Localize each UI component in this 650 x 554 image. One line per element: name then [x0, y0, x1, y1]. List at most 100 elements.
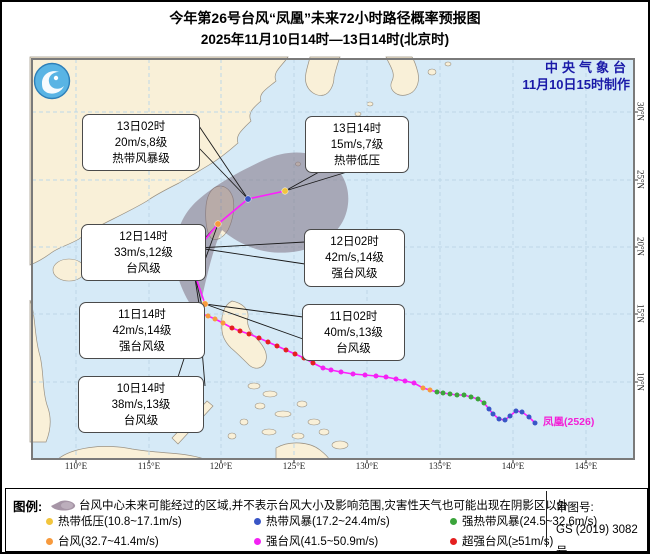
map-frame — [31, 58, 635, 460]
legend-panel: 图例: 台风中心未来可能经过的区域,并不表示台风大小及影响范围,灾害性天气也可能… — [5, 488, 648, 552]
land-korea — [305, 56, 341, 96]
island — [427, 68, 437, 76]
island — [291, 432, 305, 440]
track-point-past — [301, 355, 307, 361]
land-japan-kyushu — [385, 56, 419, 96]
legend-dot-icon — [46, 517, 53, 525]
track-point-past — [496, 416, 502, 422]
island — [331, 440, 349, 450]
legend-item-label: 热带低压(10.8~17.1m/s) — [58, 516, 182, 528]
track-point-past — [229, 325, 235, 331]
track-point-past — [440, 390, 446, 396]
legend-item-label: 台风(32.7~41.4m/s) — [58, 536, 159, 548]
track-point-past — [475, 396, 481, 402]
track-point-past — [393, 376, 399, 382]
island — [318, 141, 326, 147]
island — [274, 410, 292, 418]
island — [307, 418, 321, 426]
track-point-past — [350, 371, 356, 377]
island — [342, 121, 350, 127]
callout-leader-line — [198, 125, 249, 200]
storm-name-label: 凤凰(2526) — [543, 416, 595, 428]
cone-legend-note: 台风中心未来可能经过的区域,并不表示台风大小及影响范围,灾害性天气也可能出现在阴… — [79, 500, 569, 512]
legend-item: 台风(32.7~41.4m/s) — [46, 533, 159, 549]
track-point-past — [513, 408, 519, 414]
island — [247, 382, 261, 390]
track-point-past — [461, 392, 467, 398]
track-point-past — [283, 347, 289, 353]
land-borneo — [56, 446, 205, 460]
island — [254, 402, 266, 410]
track-point-past — [274, 343, 280, 349]
track-point-forecast — [214, 220, 222, 228]
track-point-past — [320, 365, 326, 371]
track-point-past — [383, 374, 389, 380]
track-point-past — [292, 351, 298, 357]
track-point-past — [519, 409, 525, 415]
island — [366, 101, 374, 107]
track-point-past — [502, 417, 508, 423]
island — [239, 418, 249, 426]
legend-item-label: 超强台风(≥51m/s) — [462, 536, 554, 548]
track-point-past — [362, 372, 368, 378]
track-point-forecast — [190, 268, 198, 276]
legend-dot-icon — [450, 517, 457, 525]
track-point-past — [486, 406, 492, 412]
island — [227, 432, 237, 440]
island — [296, 400, 308, 408]
track-point-past — [328, 367, 334, 373]
legend-dot-icon — [450, 537, 457, 545]
track-point-past — [256, 335, 262, 341]
callout-leader-line — [284, 171, 320, 192]
track-point-forecast — [201, 300, 209, 308]
track-point-past — [507, 413, 513, 419]
review-value: GS (2019) 3082号 — [556, 524, 638, 554]
track-point-past — [237, 328, 243, 334]
track-point-past — [220, 320, 226, 326]
legend-item: 强热带风暴(24.5~32.6m/s) — [450, 513, 597, 529]
callout-leader-line — [204, 303, 304, 340]
track-point-past — [468, 394, 474, 400]
legend-dot-icon — [254, 517, 261, 525]
island — [52, 258, 86, 282]
legend-item-label: 热带风暴(17.2~24.4m/s) — [266, 516, 390, 528]
legend-item: 热带低压(10.8~17.1m/s) — [46, 513, 182, 529]
island — [261, 428, 277, 436]
island — [444, 61, 452, 67]
island — [330, 131, 338, 137]
probability-cone — [174, 152, 349, 316]
page-title-line2: 2025年11月10日14时—13日14时(北京时) — [200, 32, 450, 47]
track-point-forecast — [194, 244, 202, 252]
callout-leader-line — [198, 147, 249, 200]
map-review-number: 审图号: GS (2019) 3082号 — [556, 497, 647, 554]
track-point-past — [338, 369, 344, 375]
legend-dot-icon — [254, 537, 261, 545]
callout-leader-line — [197, 241, 306, 249]
track-point-past — [212, 316, 218, 322]
callout-leader-line — [204, 303, 304, 318]
track-point-forecast — [194, 308, 204, 318]
producer-credit: 中央气象台 11月10日15时制作 — [402, 59, 630, 93]
legend-divider — [546, 491, 547, 547]
producer-time: 11月10日15时制作 — [522, 77, 630, 92]
callout-leader-line — [197, 247, 306, 265]
track-point-forecast — [244, 195, 252, 203]
track-point-past — [205, 313, 211, 319]
legend-label: 图例: — [13, 500, 43, 514]
legend-item: 热带风暴(17.2~24.4m/s) — [254, 513, 390, 529]
track-point-past — [402, 378, 408, 384]
track-point-past — [434, 389, 440, 395]
track-point-past — [526, 414, 532, 420]
review-label: 审图号: — [556, 502, 594, 514]
island — [318, 428, 330, 436]
legend-item: 超强台风(≥51m/s) — [450, 533, 553, 549]
track-point-past — [532, 420, 538, 426]
legend-item-label: 强台风(41.5~50.9m/s) — [266, 536, 379, 548]
track-point-past — [310, 360, 316, 366]
page-title-line1: 今年第26号台风“凤凰”未来72小时路径概率预报图 — [169, 10, 481, 26]
track-point-past — [481, 400, 487, 406]
track-point-past — [427, 387, 433, 393]
track-point-past — [265, 339, 271, 345]
legend-item: 强台风(41.5~50.9m/s) — [254, 533, 378, 549]
